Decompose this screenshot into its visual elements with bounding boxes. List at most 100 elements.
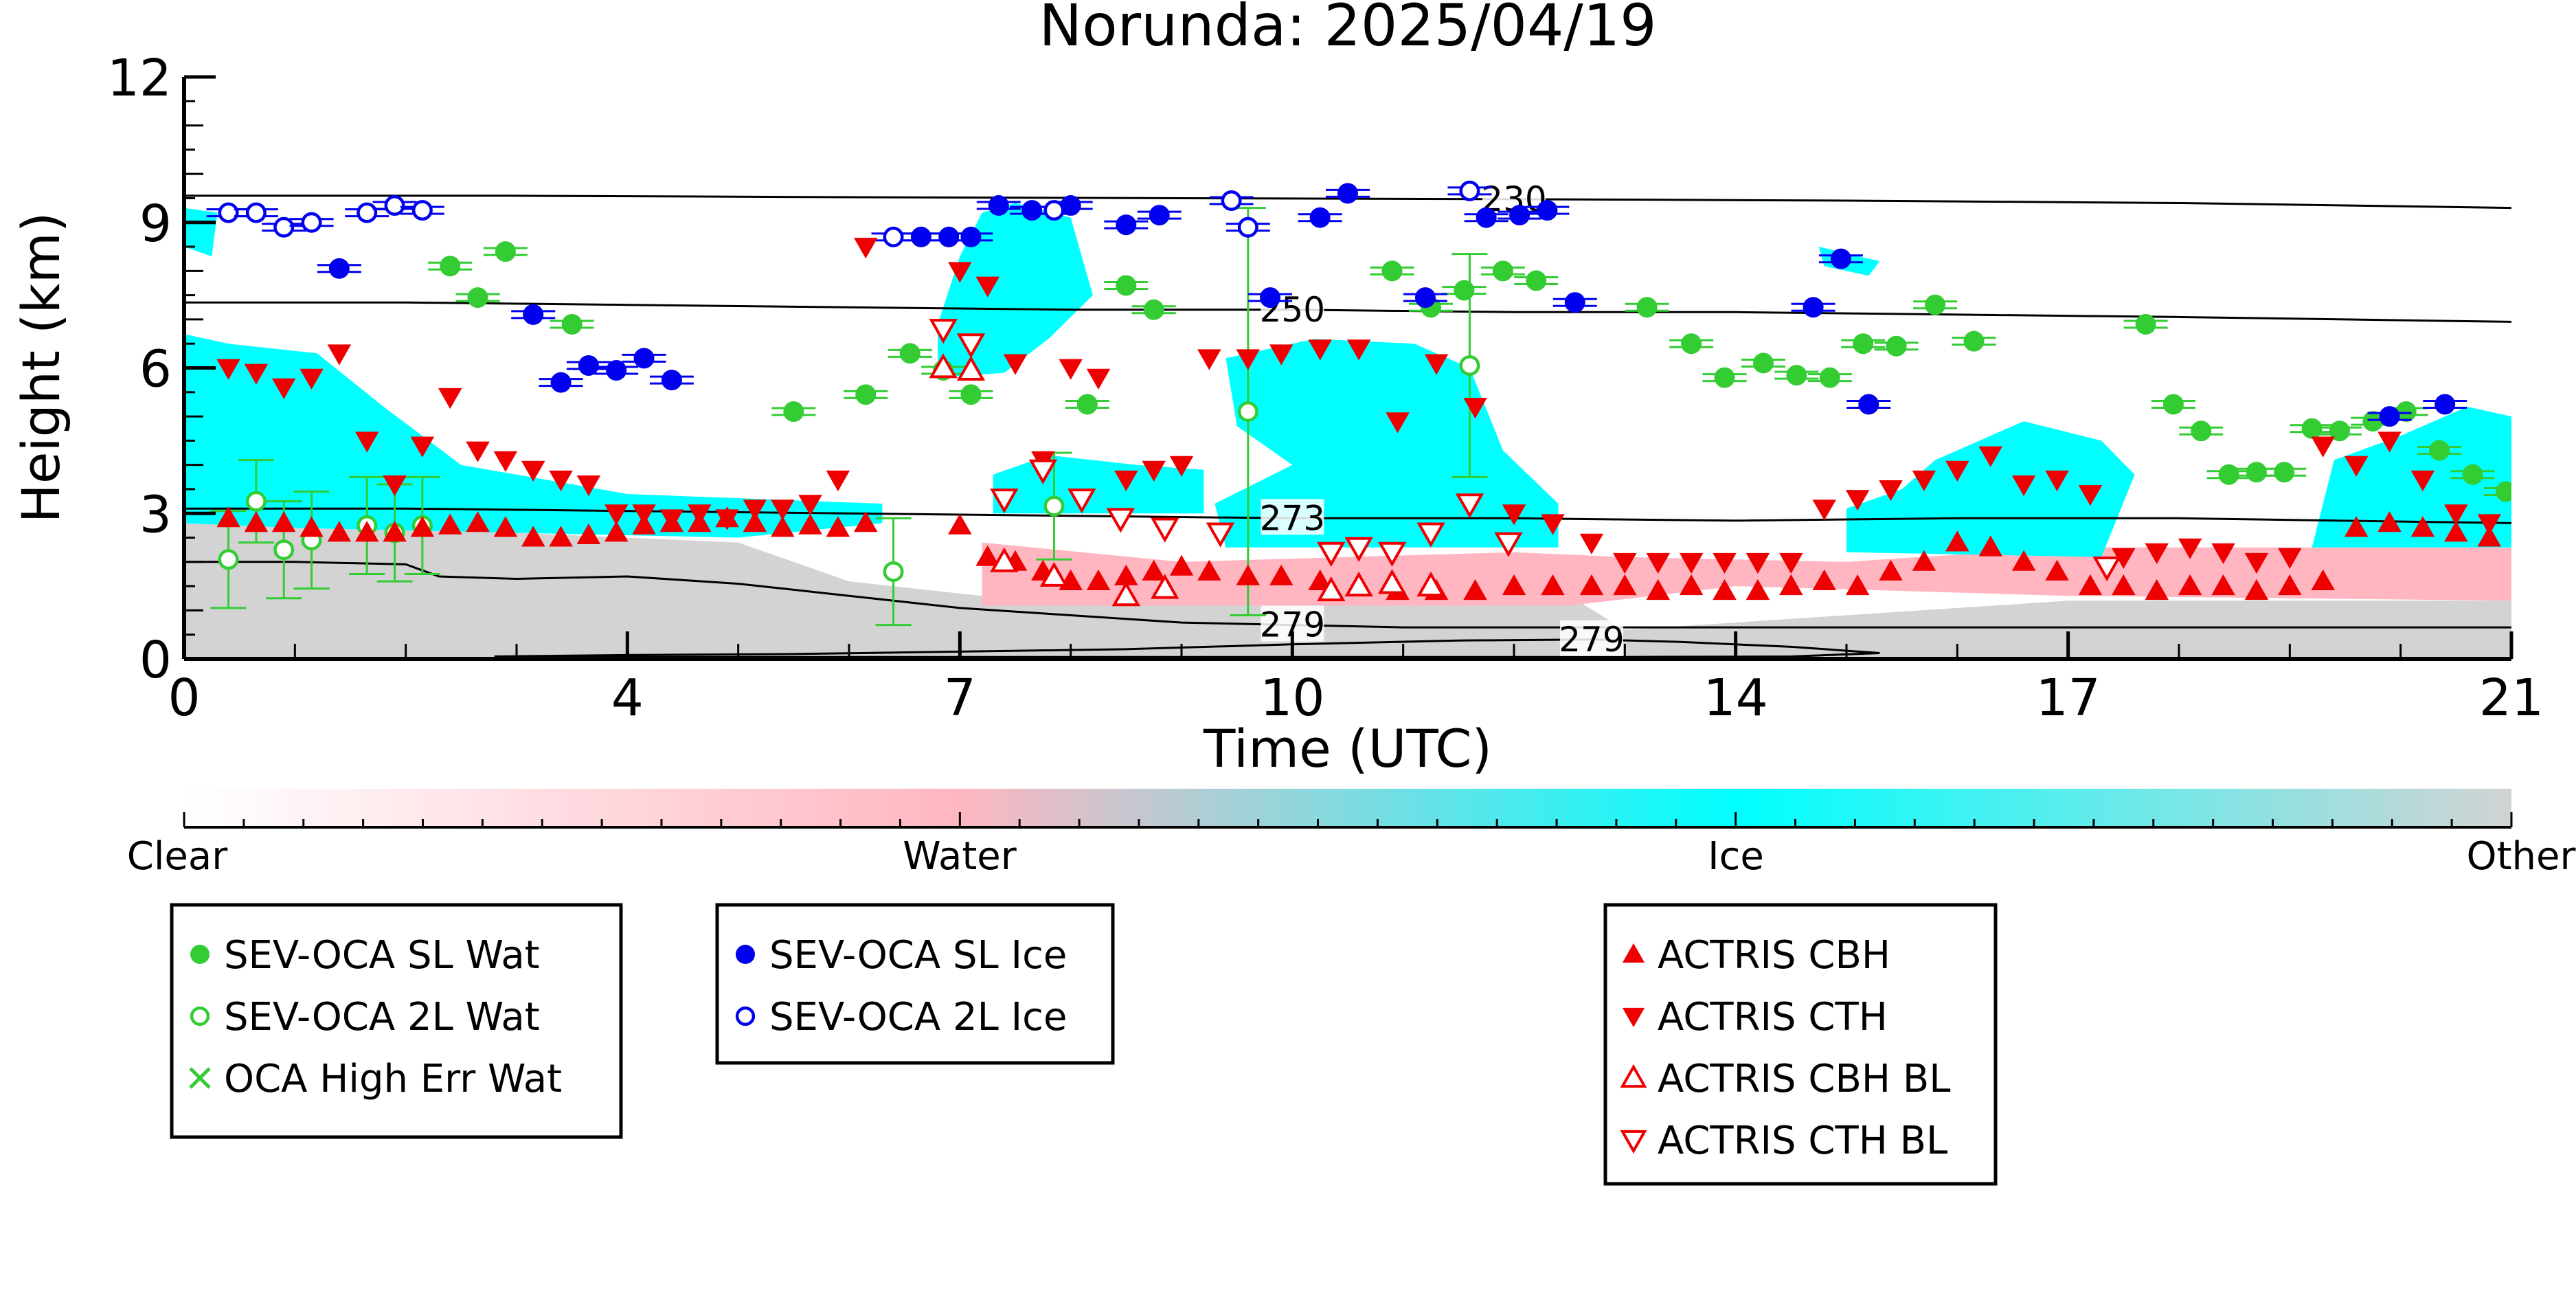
data-point <box>327 521 352 542</box>
data-point <box>1236 349 1260 370</box>
data-point <box>1819 367 1840 388</box>
data-point <box>1636 297 1658 318</box>
data-point <box>1502 574 1526 596</box>
data-point <box>2329 420 2350 442</box>
data-point <box>1879 559 1903 581</box>
data-point <box>2218 464 2239 485</box>
colorbar-label-ice: Ice <box>1708 834 1764 879</box>
data-point <box>410 436 435 458</box>
data-point <box>1541 574 1565 596</box>
data-point <box>929 353 958 379</box>
data-point <box>2145 543 2169 564</box>
data-point <box>2434 394 2456 415</box>
data-point <box>1945 530 1969 552</box>
ice-region-right-a <box>1846 421 2135 557</box>
data-point <box>1786 365 1807 386</box>
legend-marker <box>1622 1007 1645 1028</box>
data-point <box>383 521 407 542</box>
data-point <box>854 238 878 259</box>
data-point <box>743 499 767 521</box>
data-point <box>1039 561 1069 587</box>
data-point <box>438 513 462 535</box>
y-axis-label: Height (km) <box>10 212 71 524</box>
data-point <box>2246 462 2267 483</box>
legend-label: SEV-OCA 2L Wat <box>224 995 540 1040</box>
series-actris-cbh-bl <box>929 353 1445 607</box>
data-point <box>1537 200 1558 221</box>
data-point <box>216 506 240 528</box>
legend-label: SEV-OCA SL Wat <box>224 933 540 978</box>
contour-label-bg <box>1559 620 1623 656</box>
data-point <box>1086 569 1111 590</box>
data-point <box>1476 207 1497 228</box>
data-point <box>798 513 822 535</box>
data-point <box>1414 287 1436 308</box>
data-point <box>1317 541 1346 568</box>
x-tick-label: 10 <box>1260 669 1324 728</box>
legend-label: SEV-OCA SL Ice <box>769 933 1067 978</box>
y-tick-label: 6 <box>139 340 172 399</box>
data-point <box>271 511 296 532</box>
legend-marker <box>1620 1064 1647 1088</box>
data-point <box>1237 401 1258 423</box>
chart-title: Norunda: 2025/04/19 <box>1039 0 1656 59</box>
data-point <box>715 509 739 530</box>
data-point <box>1114 564 1138 585</box>
data-point <box>216 359 240 380</box>
legend-box-3: ACTRIS CBH ACTRIS CTH ACTRIS CBH BL ACTRIS … <box>1603 903 1998 1186</box>
data-point <box>384 195 405 216</box>
data-point <box>1579 574 1604 596</box>
data-point <box>1492 260 1513 282</box>
data-point <box>1043 495 1065 517</box>
data-point <box>1206 522 1235 548</box>
data-point <box>576 475 601 497</box>
data-point <box>688 504 712 526</box>
data-point <box>1713 552 1737 574</box>
data-point <box>1043 200 1065 221</box>
y-tick-label: 0 <box>139 631 172 690</box>
data-point <box>1564 292 1585 313</box>
legend-frame <box>170 903 623 1139</box>
data-point <box>1579 533 1604 554</box>
data-point <box>2362 411 2384 432</box>
data-point <box>1143 299 1164 320</box>
contour-label: 273 <box>1260 498 1325 538</box>
data-point <box>1197 349 1221 370</box>
data-point <box>1459 355 1480 376</box>
ice-region-upper-left <box>184 207 218 257</box>
data-point <box>493 516 518 537</box>
data-point <box>1613 552 1637 574</box>
data-point <box>2444 521 2468 542</box>
data-point <box>1060 195 1081 216</box>
data-point <box>327 344 352 366</box>
data-point <box>826 516 850 537</box>
data-point <box>2379 406 2400 427</box>
data-point <box>2244 579 2269 600</box>
data-point <box>550 372 572 393</box>
data-point <box>1416 571 1445 597</box>
data-point <box>1463 398 1487 419</box>
data-point <box>1416 522 1445 548</box>
data-point <box>244 511 269 532</box>
legend-marker <box>735 1006 756 1026</box>
data-point <box>1116 275 1137 296</box>
data-point <box>493 451 518 472</box>
data-point <box>2211 574 2235 596</box>
data-point <box>2377 511 2402 532</box>
data-point <box>659 509 684 530</box>
data-point <box>1858 394 1879 415</box>
data-point <box>578 355 599 376</box>
x-tick-label: 17 <box>2036 669 2101 728</box>
data-point <box>1714 367 1735 388</box>
data-point <box>975 545 999 566</box>
data-point <box>1912 550 1936 571</box>
x-tick-label: 4 <box>611 669 644 728</box>
data-point <box>1308 339 1332 361</box>
data-point <box>960 384 982 405</box>
data-point <box>1151 517 1179 543</box>
data-point <box>1269 344 1293 366</box>
data-point <box>273 216 295 238</box>
data-point <box>1260 287 1281 308</box>
legend-marker <box>1620 1130 1647 1154</box>
